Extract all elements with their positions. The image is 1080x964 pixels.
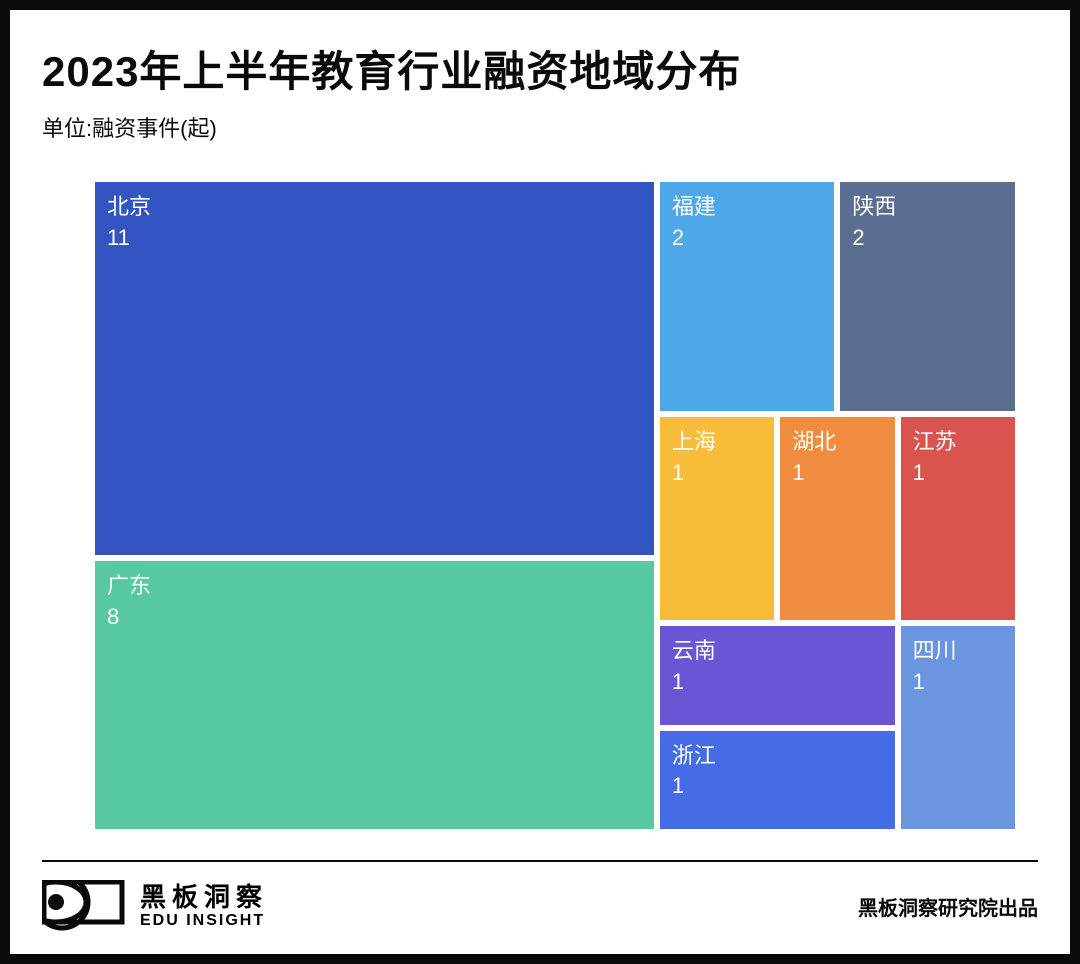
brand-text: 黑板洞察 EDU INSIGHT: [140, 883, 268, 929]
brand-name-en: EDU INSIGHT: [140, 912, 268, 930]
treemap-cell: 广东8: [92, 558, 657, 832]
chart-frame: 2023年上半年教育行业融资地域分布 单位:融资事件(起) 北京11广东8福建2…: [0, 0, 1080, 964]
cell-value: 2: [852, 223, 1003, 254]
chart-title: 2023年上半年教育行业融资地域分布: [42, 38, 1038, 99]
cell-label: 北京: [107, 192, 642, 223]
cell-value: 1: [672, 667, 883, 698]
chart-subtitle: 单位:融资事件(起): [42, 111, 1038, 143]
treemap-cell: 湖北1: [777, 414, 897, 623]
cell-value: 2: [672, 223, 823, 254]
treemap-cell: 江苏1: [898, 414, 1018, 623]
cell-value: 11: [107, 223, 642, 254]
cell-value: 1: [792, 458, 882, 489]
cell-value: 1: [672, 771, 883, 802]
cell-label: 云南: [672, 636, 883, 667]
cell-label: 广东: [107, 571, 642, 602]
brand-logo-icon: [42, 880, 126, 932]
cell-label: 上海: [672, 427, 762, 458]
cell-value: 1: [672, 458, 762, 489]
brand-name-cn: 黑板洞察: [140, 883, 268, 912]
credit-text: 黑板洞察研究院出品: [858, 892, 1038, 921]
cell-label: 江苏: [913, 427, 1003, 458]
cell-value: 8: [107, 602, 642, 633]
cell-value: 1: [913, 667, 1003, 698]
treemap: 北京11广东8福建2陕西2上海1湖北1江苏1云南1浙江1四川1: [92, 179, 1018, 832]
treemap-cell: 福建2: [657, 179, 838, 414]
treemap-cell: 云南1: [657, 623, 898, 727]
cell-label: 福建: [672, 192, 823, 223]
treemap-cell: 北京11: [92, 179, 657, 558]
cell-label: 陕西: [852, 192, 1003, 223]
cell-value: 1: [913, 458, 1003, 489]
cell-label: 浙江: [672, 741, 883, 772]
treemap-cell: 上海1: [657, 414, 777, 623]
footer: 黑板洞察 EDU INSIGHT 黑板洞察研究院出品: [42, 862, 1038, 936]
chart-area: 北京11广东8福建2陕西2上海1湖北1江苏1云南1浙江1四川1: [42, 179, 1038, 832]
cell-label: 四川: [913, 636, 1003, 667]
treemap-cell: 浙江1: [657, 728, 898, 832]
brand: 黑板洞察 EDU INSIGHT: [42, 880, 268, 932]
treemap-cell: 四川1: [898, 623, 1018, 832]
cell-label: 湖北: [792, 427, 882, 458]
treemap-cell: 陕西2: [837, 179, 1018, 414]
